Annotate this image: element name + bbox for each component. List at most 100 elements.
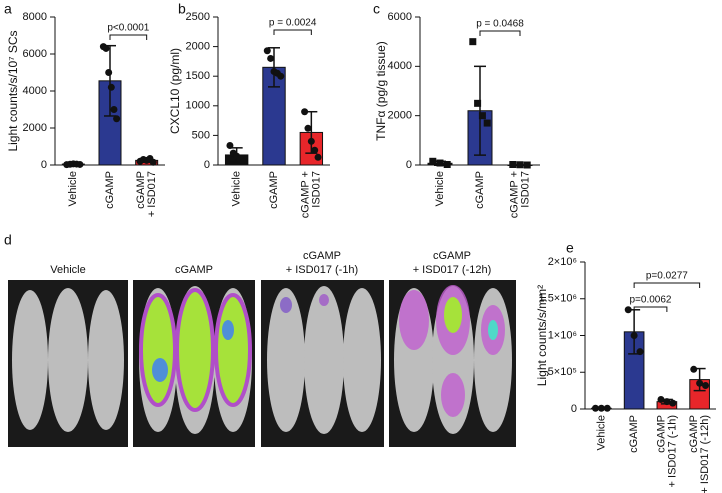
data-point <box>239 158 247 166</box>
significance-bracket <box>109 34 148 40</box>
data-point <box>690 365 698 373</box>
y-tick-label: 0 <box>406 159 412 171</box>
data-point <box>509 161 517 169</box>
y-tick-label: 2000 <box>23 122 47 134</box>
data-point <box>469 38 477 46</box>
signal-overlay <box>139 285 505 417</box>
x-tick-label: Vehicle <box>67 171 79 206</box>
x-tick-label: cGAMP + <box>508 171 520 218</box>
image-label: cGAMP <box>433 250 471 262</box>
y-tick-label: 0 <box>41 159 47 171</box>
x-tick-label: cGAMP <box>655 415 667 453</box>
data-point <box>311 146 319 154</box>
data-point <box>591 404 599 412</box>
significance-bracket <box>273 29 312 35</box>
y-tick-label: 2000 <box>186 41 210 53</box>
data-point <box>657 395 665 403</box>
data-point <box>663 398 671 406</box>
image-label: + ISD017 (-12h) <box>413 264 492 276</box>
y-tick-label: 5×10⁵ <box>548 366 577 378</box>
data-point <box>76 160 84 168</box>
data-point <box>102 44 110 52</box>
y-tick-label: 6000 <box>388 11 412 23</box>
image-label: cGAMP <box>175 264 213 276</box>
x-tick-label: Vehicle <box>231 171 243 206</box>
data-point <box>478 112 486 120</box>
data-point <box>149 158 157 166</box>
y-tick-label: 8000 <box>23 11 47 23</box>
y-tick-label: 4000 <box>388 60 412 72</box>
data-point <box>267 54 275 62</box>
x-tick-label: cGAMP <box>688 415 700 453</box>
data-point <box>483 119 491 127</box>
y-axis-label: Light counts/s/mm² <box>535 285 549 386</box>
x-tick-label: Vehicle <box>595 415 607 450</box>
significance-bracket <box>633 306 668 312</box>
data-point <box>314 153 322 161</box>
data-point <box>597 404 605 412</box>
panel-label: c <box>373 1 380 17</box>
significance-bracket <box>479 30 521 36</box>
y-tick-label: 0 <box>204 159 210 171</box>
data-point <box>696 379 704 387</box>
image-label: + ISD017 (-1h) <box>286 264 358 276</box>
data-point <box>624 306 632 314</box>
annotation: p = 0.0024 <box>269 18 317 29</box>
y-tick-label: 2500 <box>186 11 210 23</box>
annotation: p<0.0001 <box>107 23 149 34</box>
image-label: Vehicle <box>50 264 85 276</box>
y-axis-label: TNFα (pg/g tissue) <box>374 41 388 141</box>
y-tick-label: 500 <box>192 129 210 141</box>
data-point <box>304 124 312 132</box>
y-tick-label: 2×10⁶ <box>548 256 577 268</box>
x-tick-label: + ISD017 <box>146 171 158 217</box>
data-point <box>263 47 271 55</box>
data-point <box>277 72 285 80</box>
data-point <box>105 69 113 76</box>
y-tick-label: 4000 <box>23 85 47 97</box>
data-point <box>630 332 638 339</box>
x-tick-label: cGAMP <box>104 171 116 209</box>
data-point <box>307 137 315 145</box>
y-tick-label: 1000 <box>186 100 210 112</box>
annotation: p=0.0277 <box>646 271 688 282</box>
x-tick-label: ISD017 <box>519 171 531 208</box>
y-axis-label: CXCL10 (pg/ml) <box>168 48 182 134</box>
x-tick-label: cGAMP <box>268 171 280 209</box>
image-label: cGAMP <box>303 250 341 262</box>
y-tick-label: 1×10⁶ <box>548 329 577 341</box>
data-point <box>113 115 121 123</box>
x-tick-label: + ISD017 (-1h) <box>666 415 678 487</box>
data-point <box>429 157 437 165</box>
data-point <box>636 348 644 356</box>
panel-label: e <box>566 240 574 256</box>
data-point <box>226 141 234 149</box>
y-axis-label: Light counts/s/10⁷ SCs <box>6 30 20 151</box>
x-tick-label: cGAMP + <box>300 171 312 218</box>
data-point <box>301 108 309 116</box>
panel-label: b <box>178 1 186 17</box>
data-point <box>474 99 482 107</box>
annotation: p = 0.0468 <box>476 19 524 30</box>
data-point <box>702 381 710 389</box>
data-point <box>669 399 677 407</box>
annotation: p=0.0062 <box>630 295 672 306</box>
x-tick-label: cGAMP <box>628 415 640 453</box>
x-tick-label: + ISD017 (-12h) <box>699 415 711 493</box>
x-tick-label: cGAMP <box>474 171 486 209</box>
y-tick-label: 0 <box>571 403 577 415</box>
y-tick-label: 1.5×10⁶ <box>539 293 577 305</box>
data-point <box>107 83 115 91</box>
panel-label: d <box>4 232 12 248</box>
y-tick-label: 1500 <box>186 70 210 82</box>
x-tick-label: cGAMP <box>135 171 147 209</box>
significance-bracket <box>633 282 701 288</box>
data-point <box>603 404 611 412</box>
y-tick-label: 2000 <box>388 110 412 122</box>
x-tick-label: ISD017 <box>311 171 323 208</box>
data-point <box>110 106 118 113</box>
y-tick-label: 6000 <box>23 48 47 60</box>
data-point <box>436 159 444 167</box>
